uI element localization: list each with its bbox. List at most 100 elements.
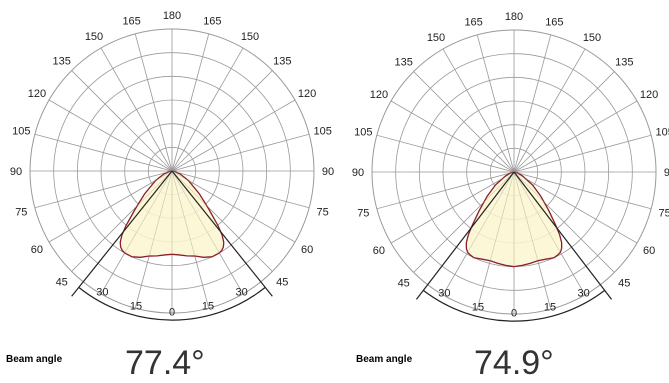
grid-spoke-overlay: [417, 171, 515, 198]
beam-angle-label: Beam angle: [6, 354, 63, 365]
angle-tick-label: 15: [472, 301, 484, 313]
grid-spoke-overlay: [171, 170, 198, 268]
angle-tick-label: 120: [640, 89, 658, 101]
grid-spoke-overlay: [171, 84, 222, 172]
grid-spoke-overlay: [171, 170, 243, 242]
grid-spoke-overlay: [171, 145, 269, 172]
angle-tick-label: 105: [12, 126, 30, 138]
beam-arc: [78, 286, 266, 321]
angle-tick-label: 15: [202, 300, 214, 312]
polar-chart-left: 0 15 15 30 30 45 45 60 60 75 75 90 90 105 105 120 120 135…: [0, 0, 334, 383]
angle-tick-label: 105: [354, 127, 372, 139]
grid-spoke-overlay: [443, 101, 515, 173]
angle-tick-label: 75: [659, 207, 669, 219]
angle-tick-label: 120: [370, 89, 388, 101]
angle-tick-label: 135: [615, 57, 633, 69]
angle-tick-label: 105: [314, 126, 332, 138]
grid-spoke-overlay: [101, 100, 173, 172]
grid-spoke-overlay: [122, 84, 173, 172]
angle-tick-label: 60: [31, 244, 43, 256]
grid-spoke-overlay: [417, 146, 515, 173]
angle-tick-label: 30: [577, 288, 589, 300]
grid-spoke-overlay: [171, 74, 198, 172]
angle-tick-label: 105: [656, 127, 669, 139]
angle-tick-label: 30: [235, 287, 247, 299]
angle-tick-label: 150: [583, 32, 601, 44]
beam-edge-line: [171, 170, 273, 297]
angle-tick-label: 45: [618, 277, 630, 289]
grid-spoke-overlay: [171, 170, 222, 258]
grid-spoke-overlay: [513, 146, 611, 173]
grid-spoke-overlay: [464, 85, 515, 173]
angle-tick-label: 60: [373, 245, 385, 257]
grid-spoke-overlay: [171, 170, 259, 221]
grid-spoke-overlay: [122, 170, 173, 258]
angle-tick-label: 45: [276, 276, 288, 288]
angle-tick-label: 60: [301, 244, 313, 256]
grid-spoke-overlay: [171, 121, 259, 172]
grid-spoke-overlay: [488, 171, 515, 269]
angle-tick-label: 135: [395, 57, 413, 69]
angle-tick-label: 60: [643, 245, 655, 257]
grid-spoke-overlay: [513, 122, 601, 173]
grid-spoke-overlay: [513, 171, 585, 243]
grid-spoke-overlay: [513, 171, 564, 259]
angle-tick-label: 0: [511, 308, 517, 320]
polar-plot-right: 0 15 15 30 30 45 45 60 60 75 75 90 90 105 105 120 120 135…: [352, 11, 669, 322]
beam-angle-value: 77.4°: [125, 344, 205, 382]
grid-spoke-overlay: [427, 171, 515, 222]
angle-tick-label: 90: [664, 167, 669, 179]
angle-tick-label: 165: [203, 15, 221, 27]
grid-spoke-overlay: [171, 170, 269, 197]
angle-tick-label: 165: [122, 15, 140, 27]
angle-tick-label: 90: [352, 167, 364, 179]
grid-spoke-overlay: [464, 171, 515, 259]
angle-tick-label: 90: [10, 166, 22, 178]
beam-edge-line: [71, 170, 173, 297]
angle-tick-label: 45: [56, 276, 68, 288]
angle-tick-label: 0: [169, 307, 175, 319]
angle-tick-label: 150: [241, 31, 259, 43]
angle-tick-label: 15: [544, 301, 556, 313]
grid-spoke-overlay: [85, 170, 173, 221]
angle-tick-label: 75: [317, 206, 329, 218]
grid-spoke-overlay: [75, 145, 173, 172]
grid-spoke-overlay: [146, 170, 173, 268]
beam-edge-line: [513, 171, 613, 300]
angle-tick-label: 90: [322, 166, 334, 178]
beam-angle-value: 74.9°: [474, 344, 554, 382]
grid-spoke-overlay: [513, 171, 611, 198]
grid-spoke-overlay: [75, 170, 173, 197]
grid-spoke-overlay: [513, 75, 540, 173]
grid-spoke-overlay: [146, 74, 173, 172]
angle-tick-label: 150: [427, 32, 445, 44]
angle-tick-label: 30: [438, 288, 450, 300]
angle-tick-label: 180: [505, 11, 523, 23]
angle-tick-label: 180: [163, 10, 181, 22]
grid-spoke-overlay: [488, 75, 515, 173]
beam-edge-line: [415, 171, 515, 300]
angle-tick-label: 135: [273, 56, 291, 68]
beam-arc: [422, 289, 606, 322]
angle-tick-label: 135: [53, 56, 71, 68]
angle-tick-label: 15: [130, 300, 142, 312]
angle-tick-label: 150: [85, 31, 103, 43]
grid-spoke-overlay: [443, 171, 515, 243]
grid-spoke-overlay: [171, 100, 243, 172]
grid-spoke-overlay: [513, 85, 564, 173]
angle-tick-label: 120: [298, 88, 316, 100]
polar-chart-right: 0 15 15 30 30 45 45 60 60 75 75 90 90 105 105 120 120 135…: [334, 0, 669, 383]
polar-plot-left: 0 15 15 30 30 45 45 60 60 75 75 90 90 105 105 120 120 135…: [10, 10, 334, 321]
beam-angle-label: Beam angle: [356, 354, 413, 365]
grid-spoke-overlay: [513, 171, 540, 269]
grid-spoke-overlay: [513, 101, 585, 173]
angle-tick-label: 30: [96, 287, 108, 299]
angle-tick-label: 75: [15, 206, 27, 218]
angle-tick-label: 120: [28, 88, 46, 100]
angle-tick-label: 75: [357, 207, 369, 219]
grid-spoke-overlay: [101, 170, 173, 242]
angle-tick-label: 165: [545, 16, 563, 28]
grid-spoke-overlay: [85, 121, 173, 172]
angle-tick-label: 45: [398, 277, 410, 289]
grid-spoke-overlay: [427, 122, 515, 173]
